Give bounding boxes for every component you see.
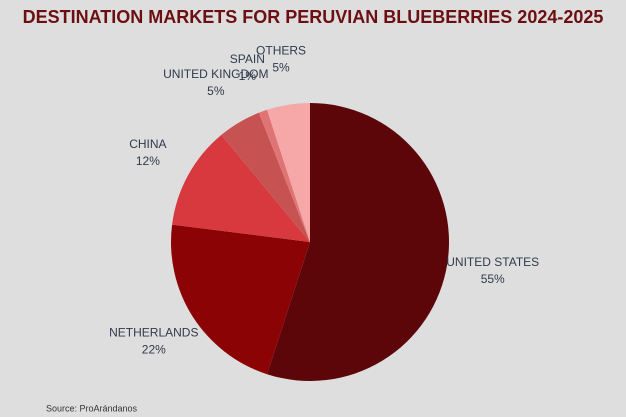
chart-title: DESTINATION MARKETS FOR PERUVIAN BLUEBER… <box>23 7 604 27</box>
slice-label: NETHERLANDS <box>109 325 198 339</box>
pie-slice <box>267 103 310 242</box>
slice-value-label: 5% <box>272 60 290 74</box>
slice-value-label: 55% <box>481 272 505 286</box>
pie-slice <box>258 109 310 242</box>
slice-value-label: 12% <box>136 154 160 168</box>
slice-label: UNITED STATES <box>446 255 539 269</box>
slice-value-label: 1% <box>239 69 257 83</box>
slice-label: SPAIN <box>230 52 265 66</box>
slice-value-label: 5% <box>207 84 225 98</box>
slice-label: UNITED KINGDOM <box>163 67 268 81</box>
slice-label: CHINA <box>129 137 166 151</box>
source-note: Source: ProArándanos <box>46 403 138 413</box>
slice-label: OTHERS <box>256 43 306 57</box>
slice-value-label: 22% <box>142 342 166 356</box>
pie-slice <box>171 224 310 375</box>
pie-slice <box>172 134 310 242</box>
pie-slice <box>221 112 310 242</box>
pie-slice <box>267 103 449 381</box>
